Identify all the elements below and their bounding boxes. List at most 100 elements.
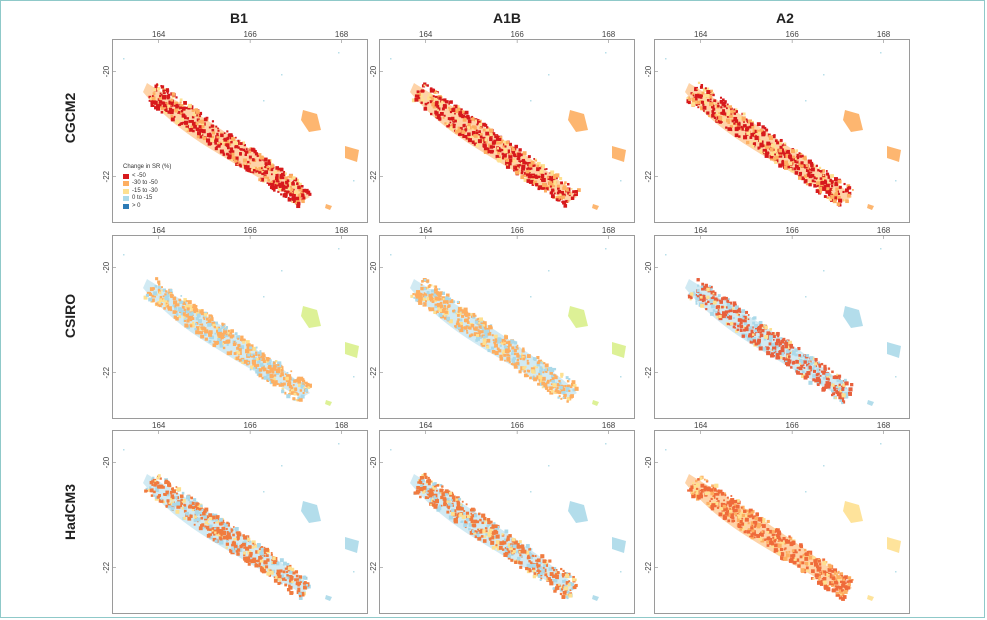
map-pixel bbox=[836, 376, 839, 380]
map-pixel bbox=[255, 357, 259, 361]
map-pixel bbox=[541, 376, 546, 381]
map-pixel bbox=[777, 335, 780, 338]
map-pixel bbox=[174, 101, 179, 106]
map-pixel bbox=[693, 293, 696, 296]
map-pixel bbox=[211, 529, 214, 532]
map-pixel bbox=[699, 492, 703, 496]
map-pixel bbox=[697, 284, 700, 287]
map-pixel bbox=[840, 572, 844, 576]
map-pixel bbox=[484, 323, 487, 326]
map-pixel bbox=[175, 310, 178, 313]
map-pixel bbox=[426, 297, 430, 301]
map-pixel bbox=[272, 364, 277, 369]
map-pixel bbox=[702, 285, 707, 290]
map-pixel bbox=[172, 296, 177, 301]
map-pixel bbox=[454, 517, 458, 521]
islet bbox=[823, 74, 825, 76]
map-pixel bbox=[759, 129, 764, 133]
map-pixel bbox=[459, 328, 464, 333]
map-pixel bbox=[277, 361, 282, 366]
map-pixel bbox=[165, 505, 168, 508]
map-pixel bbox=[760, 538, 765, 543]
map-pixel bbox=[801, 561, 805, 565]
map-pixel bbox=[438, 297, 442, 301]
map-pixel bbox=[289, 192, 294, 197]
map-pixel bbox=[238, 358, 242, 362]
map-pixel bbox=[465, 511, 470, 515]
map-pixel bbox=[446, 497, 450, 501]
map-pixel bbox=[264, 162, 268, 166]
map-pixel bbox=[263, 560, 268, 565]
map-pixel bbox=[838, 198, 843, 203]
islet bbox=[605, 52, 607, 54]
map-pixel bbox=[233, 352, 237, 355]
map-pixel bbox=[197, 313, 201, 318]
map-pixel bbox=[557, 396, 560, 399]
map-pixel bbox=[263, 566, 266, 569]
map-pixel bbox=[769, 328, 773, 331]
map-pixel bbox=[183, 316, 186, 319]
map-pixel bbox=[244, 560, 247, 563]
map-pixel bbox=[511, 147, 516, 152]
map-pixel bbox=[182, 313, 186, 316]
map-pixel bbox=[733, 122, 736, 125]
map-pixel bbox=[775, 528, 778, 531]
map-pixel bbox=[447, 502, 451, 506]
map-pixel bbox=[257, 559, 261, 563]
map-pixel bbox=[794, 348, 798, 352]
map-pixel bbox=[746, 530, 751, 534]
map-pixel bbox=[482, 337, 487, 342]
map-pixel bbox=[217, 127, 219, 130]
map-pixel bbox=[797, 564, 801, 568]
map-pixel bbox=[773, 548, 778, 553]
map-pixel bbox=[560, 181, 563, 185]
map-pixel bbox=[781, 337, 786, 342]
map-pixel bbox=[233, 543, 238, 548]
map-pixel bbox=[164, 296, 169, 301]
map-pixel bbox=[461, 326, 464, 329]
map-pixel bbox=[463, 123, 466, 127]
map-pixel bbox=[166, 94, 171, 99]
map-pixel bbox=[410, 294, 414, 298]
map-pixel bbox=[275, 561, 280, 566]
map-pixel bbox=[284, 188, 287, 191]
map-pixel bbox=[229, 147, 234, 151]
map-pixel bbox=[727, 110, 731, 114]
map-pixel bbox=[228, 351, 232, 356]
map-pixel bbox=[731, 122, 735, 126]
map-pixel bbox=[571, 380, 576, 385]
map-pixel bbox=[523, 177, 528, 182]
map-pixel bbox=[526, 555, 529, 558]
map-pixel bbox=[804, 561, 809, 566]
map-pixel bbox=[536, 355, 540, 360]
map-pixel bbox=[779, 547, 784, 552]
map-pixel bbox=[270, 552, 273, 554]
map-pixel bbox=[258, 556, 262, 560]
map-pixel bbox=[808, 380, 813, 385]
map-pixel bbox=[734, 508, 738, 512]
map-pixel bbox=[737, 509, 741, 513]
map-pixel bbox=[506, 163, 509, 166]
map-pixel bbox=[708, 114, 711, 118]
map-pixel bbox=[851, 188, 854, 191]
map-pixel bbox=[482, 335, 486, 339]
map-pixel bbox=[551, 377, 555, 380]
map-pixel bbox=[776, 332, 780, 336]
map-pixel bbox=[511, 358, 516, 362]
map-pixel bbox=[269, 370, 272, 374]
map-pixel bbox=[255, 351, 258, 354]
map-pixel bbox=[251, 359, 256, 364]
islet bbox=[338, 52, 340, 54]
map-pixel bbox=[419, 296, 423, 301]
map-pixel bbox=[750, 132, 755, 137]
map-pixel bbox=[839, 186, 842, 189]
map-pixel bbox=[757, 338, 761, 343]
map-pixel bbox=[186, 324, 189, 327]
map-pixel bbox=[430, 307, 435, 311]
map-pixel bbox=[813, 365, 816, 368]
map-pixel bbox=[781, 160, 786, 165]
map-pixel bbox=[232, 526, 235, 528]
map-pixel bbox=[483, 330, 488, 334]
map-pixel bbox=[750, 525, 753, 527]
map-pixel bbox=[789, 536, 793, 540]
